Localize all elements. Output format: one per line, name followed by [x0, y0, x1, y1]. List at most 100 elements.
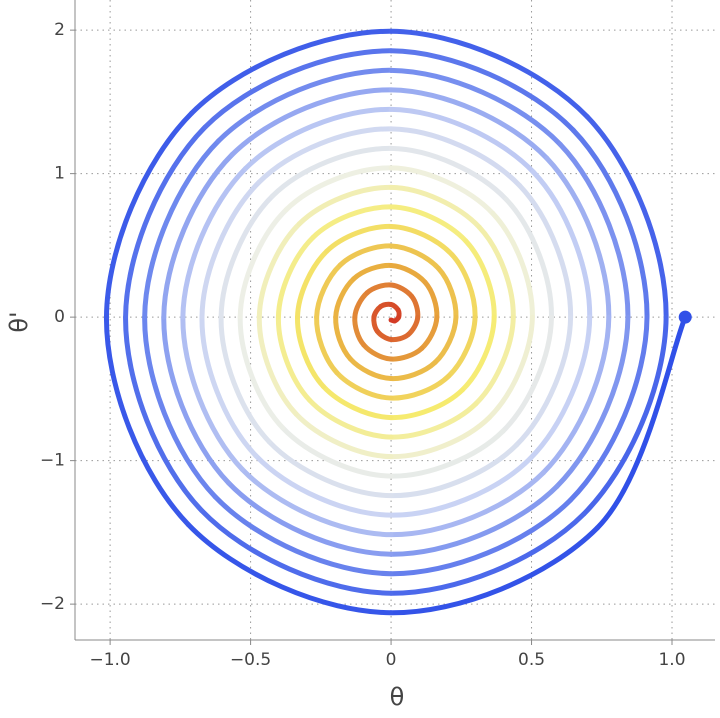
line-segment — [324, 223, 394, 254]
line-segment — [567, 314, 650, 503]
line-segment — [199, 314, 259, 458]
line-segment — [161, 152, 235, 320]
line-segment — [142, 138, 222, 320]
y-tick-label: 2 — [54, 20, 65, 40]
line-segment — [199, 508, 394, 596]
line-segment — [218, 193, 276, 320]
line-segment — [364, 282, 394, 296]
line-segment — [180, 165, 249, 320]
line-segment — [388, 262, 428, 285]
line-segment — [103, 314, 191, 527]
line-segment — [229, 87, 394, 158]
line-segment — [237, 314, 286, 431]
line-segment — [189, 28, 394, 116]
line-segment — [320, 383, 394, 421]
line-segment — [256, 126, 394, 185]
line-segment — [218, 314, 272, 445]
line-segment — [333, 276, 357, 320]
y-tick-label: 1 — [54, 164, 65, 184]
line-segment — [307, 397, 394, 440]
line-segment — [361, 342, 394, 362]
line-segment — [266, 439, 394, 499]
line-segment — [347, 356, 394, 382]
line-segment — [388, 401, 479, 440]
line-segment — [446, 314, 478, 379]
line-segment — [419, 314, 440, 351]
line-segment — [237, 207, 289, 320]
line-segment — [422, 279, 440, 320]
line-segment — [500, 314, 554, 434]
line-segment — [503, 196, 554, 320]
line-segment — [473, 314, 516, 407]
line-segment — [161, 314, 232, 486]
line-segment — [351, 262, 394, 282]
line-segment — [295, 314, 326, 389]
line-segment — [293, 411, 394, 460]
line-segment — [388, 165, 496, 216]
line-segment — [388, 223, 455, 258]
line-segment — [388, 345, 425, 362]
line-segment — [388, 442, 519, 499]
start-point — [678, 310, 692, 324]
line-segment — [388, 48, 577, 134]
line-segment — [388, 456, 533, 518]
line-segment — [142, 314, 218, 500]
x-tick-label: 0.5 — [518, 650, 545, 670]
x-tick-label: −1.0 — [89, 650, 130, 670]
line-segment — [123, 124, 208, 320]
line-segment — [388, 87, 550, 161]
x-tick-label: 0 — [386, 650, 397, 670]
line-segment — [388, 106, 536, 175]
line-segment — [388, 511, 587, 596]
line-segment — [270, 145, 394, 199]
line-segment — [388, 67, 563, 147]
line-segment — [226, 480, 394, 557]
line-segment — [239, 466, 394, 538]
line-segment — [388, 282, 415, 299]
line-segment — [280, 425, 394, 479]
line-segment — [388, 359, 438, 382]
line-segment — [388, 428, 506, 479]
line-segment — [256, 221, 302, 320]
line-segment — [253, 452, 394, 518]
line-segment — [283, 165, 394, 213]
line-segment — [388, 387, 465, 421]
line-segment — [334, 370, 394, 401]
line-segment — [584, 114, 669, 320]
line-segment — [337, 243, 394, 268]
line-segment — [185, 521, 394, 616]
line-segment — [449, 252, 478, 320]
line-segment — [388, 145, 509, 202]
line-segment — [275, 314, 313, 403]
line-segment — [388, 525, 600, 616]
line-segment — [256, 314, 299, 417]
line-segment — [352, 314, 367, 348]
line-segment — [310, 204, 394, 240]
line-segment — [405, 314, 421, 338]
line-segment — [557, 141, 631, 320]
line-segment — [544, 155, 612, 320]
line-segment — [388, 332, 411, 343]
line-segment — [333, 314, 353, 362]
line-segment — [296, 184, 394, 227]
line-segment — [388, 184, 482, 230]
plot-layer — [103, 28, 692, 616]
line-segment — [459, 314, 497, 393]
line-segment — [388, 243, 442, 271]
line-segment — [388, 497, 573, 577]
x-tick-label: −0.5 — [230, 650, 271, 670]
line-segment — [388, 126, 523, 189]
line-segment — [295, 248, 330, 320]
y-tick-label: 0 — [54, 307, 65, 327]
line-segment — [486, 314, 535, 420]
line-segment — [513, 314, 574, 448]
line-segment — [409, 293, 421, 320]
line-segment — [314, 262, 343, 320]
y-tick-label: −2 — [40, 594, 65, 614]
line-segment — [388, 317, 398, 324]
line-segment — [388, 204, 469, 244]
line-segment — [352, 290, 370, 320]
line-segment — [275, 234, 316, 320]
line-segment — [517, 183, 574, 320]
